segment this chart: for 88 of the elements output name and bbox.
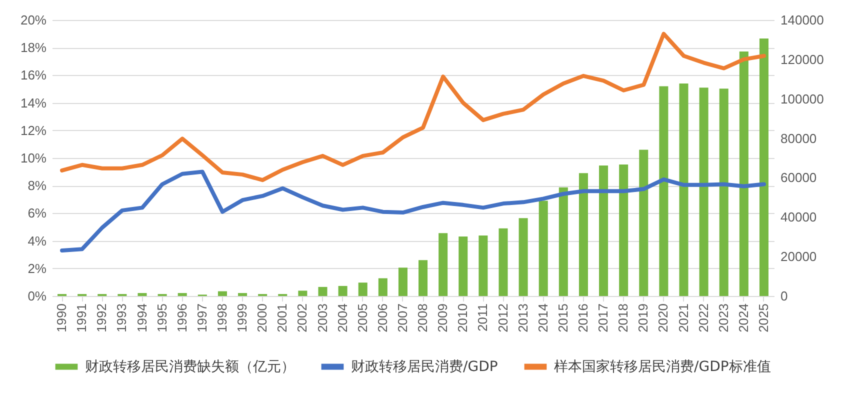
x-tick-label: 2019 bbox=[636, 304, 651, 332]
y-tick-label: 14% bbox=[20, 95, 47, 110]
x-tick-label: 2009 bbox=[435, 304, 450, 332]
bar bbox=[178, 293, 187, 296]
bar bbox=[639, 150, 648, 296]
x-tick-label: 2023 bbox=[716, 304, 731, 332]
y2-tick-label: 40000 bbox=[780, 210, 817, 225]
y2-tick-label: 120000 bbox=[780, 52, 824, 67]
x-tick-label: 2016 bbox=[575, 304, 590, 332]
bar bbox=[558, 187, 568, 296]
y-tick-label: 0% bbox=[28, 288, 47, 304]
x-tick-label: 2025 bbox=[756, 304, 771, 332]
bar bbox=[578, 173, 588, 296]
x-tick-label: 1995 bbox=[154, 304, 170, 332]
x-tick-label: 2001 bbox=[274, 304, 290, 332]
x-tick-label: 2000 bbox=[254, 304, 270, 332]
y2-tick-label: 80000 bbox=[780, 130, 817, 146]
y2-tick-label: 140000 bbox=[780, 12, 824, 28]
bar bbox=[719, 88, 728, 296]
x-tick-label: 2018 bbox=[616, 304, 631, 332]
x-tick-label: 2017 bbox=[596, 304, 611, 332]
x-tick-label: 2011 bbox=[475, 304, 490, 332]
bar bbox=[599, 165, 608, 296]
y2-tick-label: 20000 bbox=[780, 249, 817, 264]
y-tick-label: 16% bbox=[20, 68, 47, 83]
x-tick-label: 1991 bbox=[74, 304, 90, 332]
y-tick-label: 10% bbox=[20, 150, 47, 166]
x-tick-label: 1997 bbox=[194, 304, 210, 332]
bar bbox=[358, 282, 368, 296]
bar bbox=[498, 228, 508, 296]
x-tick-label: 1992 bbox=[94, 304, 110, 332]
y-tick-label: 12% bbox=[20, 122, 47, 138]
bar bbox=[518, 218, 528, 296]
bar bbox=[759, 38, 768, 296]
bar bbox=[398, 268, 408, 296]
x-tick-label: 1993 bbox=[114, 304, 130, 332]
legend-label: 财政转移居民消费缺失额（亿元） bbox=[85, 358, 295, 375]
bar bbox=[138, 293, 147, 296]
y-tick-label: 4% bbox=[28, 233, 47, 248]
bar bbox=[659, 86, 668, 296]
x-tick-label: 2021 bbox=[676, 304, 691, 332]
bar bbox=[418, 260, 428, 296]
bar bbox=[438, 233, 448, 296]
x-tick-label: 2002 bbox=[294, 304, 310, 332]
bar bbox=[378, 278, 388, 296]
y2-tick-label: 100000 bbox=[780, 91, 824, 106]
x-tick-label: 2024 bbox=[736, 304, 751, 332]
x-tick-label: 2006 bbox=[374, 304, 390, 332]
x-tick-label: 2007 bbox=[394, 304, 410, 332]
x-tick-label: 1996 bbox=[174, 304, 190, 332]
y2-tick-label: 60000 bbox=[780, 170, 817, 186]
y-tick-label: 18% bbox=[20, 40, 47, 56]
x-tick-label: 2012 bbox=[495, 304, 510, 332]
x-tick-label: 1990 bbox=[54, 304, 70, 332]
x-tick-label: 1999 bbox=[234, 304, 250, 332]
bar bbox=[478, 235, 488, 296]
x-tick-label: 2003 bbox=[314, 304, 330, 332]
legend-label: 样本国家转移居民消费/GDP标准值 bbox=[554, 358, 771, 375]
bar bbox=[318, 286, 328, 296]
bar bbox=[679, 83, 688, 296]
y-tick-label: 8% bbox=[28, 178, 47, 194]
x-tick-label: 2010 bbox=[455, 304, 470, 332]
x-tick-label: 2015 bbox=[555, 304, 570, 332]
bar bbox=[298, 290, 308, 296]
bar bbox=[538, 200, 548, 296]
legend-label: 财政转移居民消费/GDP bbox=[351, 358, 498, 375]
x-tick-label: 2020 bbox=[656, 304, 671, 332]
bar bbox=[338, 286, 348, 296]
x-tick-label: 2004 bbox=[334, 304, 350, 332]
x-tick-label: 2013 bbox=[515, 304, 530, 332]
y2-tick-label: 0 bbox=[780, 288, 788, 304]
y-tick-label: 2% bbox=[28, 260, 47, 276]
x-tick-label: 1998 bbox=[214, 304, 230, 332]
y-tick-label: 20% bbox=[20, 12, 47, 28]
line-series bbox=[60, 170, 766, 252]
x-tick-label: 2014 bbox=[535, 304, 550, 332]
bar bbox=[699, 88, 708, 296]
bar bbox=[739, 52, 748, 296]
x-tick-label: 2022 bbox=[696, 304, 711, 332]
x-tick-label: 2008 bbox=[415, 304, 430, 332]
x-tick-label: 2005 bbox=[354, 304, 370, 332]
bar bbox=[238, 293, 248, 296]
line-series bbox=[60, 32, 766, 182]
bar bbox=[218, 291, 227, 296]
x-tick-label: 1994 bbox=[134, 304, 150, 332]
y-tick-label: 6% bbox=[28, 206, 47, 221]
bar bbox=[458, 236, 468, 296]
bar bbox=[619, 164, 628, 296]
